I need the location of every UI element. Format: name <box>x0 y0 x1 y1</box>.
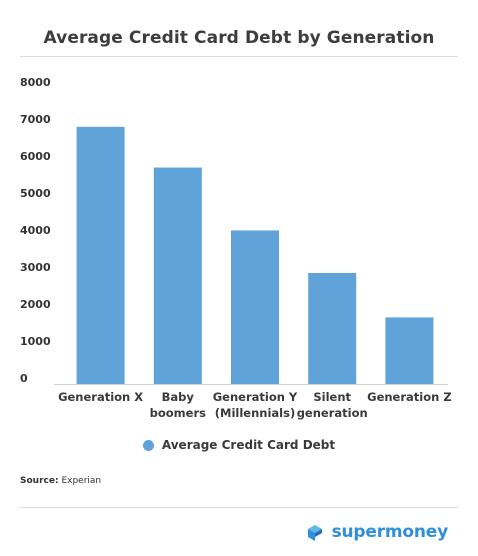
x-tick-label: Baby <box>162 390 195 404</box>
bar <box>231 230 279 384</box>
source-value: Experian <box>61 476 102 486</box>
bar <box>76 126 125 384</box>
bar <box>308 273 357 384</box>
x-tick-label: Generation Z <box>367 390 452 404</box>
source-note: Source: Experian <box>20 476 101 486</box>
bar <box>385 317 434 384</box>
source-label: Source: <box>20 476 59 486</box>
bar <box>153 167 202 384</box>
y-tick-label: 2000 <box>20 298 51 311</box>
x-tick-label: boomers <box>150 406 206 420</box>
legend: Average Credit Card Debt <box>0 438 478 452</box>
y-tick-label: 4000 <box>20 224 51 237</box>
y-tick-label: 0 <box>20 372 28 385</box>
x-tick-label: Generation Y <box>213 390 298 404</box>
title-divider <box>20 56 458 57</box>
x-tick-label: generation <box>297 406 368 420</box>
chart-title: Average Credit Card Debt by Generation <box>43 28 435 48</box>
legend-label: Average Credit Card Debt <box>161 438 336 452</box>
y-tick-label: 3000 <box>20 261 51 274</box>
y-tick-label: 8000 <box>20 76 51 89</box>
x-tick-label: (Millennials) <box>215 406 295 420</box>
y-tick-label: 1000 <box>20 335 51 348</box>
x-tick-label: Generation X <box>58 390 143 404</box>
supermoney-logo-icon <box>307 525 322 541</box>
brand-logo: supermoney <box>304 521 448 543</box>
footer-divider <box>20 507 458 508</box>
y-tick-label: 7000 <box>20 113 51 126</box>
brand-name: supermoney <box>331 522 449 542</box>
x-tick-label: Silent <box>313 390 351 404</box>
y-tick-label: 6000 <box>20 150 51 163</box>
bar-chart: 0 1000 2000 3000 4000 5000 6000 7000 8000 Generat… <box>20 76 452 420</box>
legend-marker <box>142 439 154 451</box>
y-tick-label: 5000 <box>20 187 51 200</box>
